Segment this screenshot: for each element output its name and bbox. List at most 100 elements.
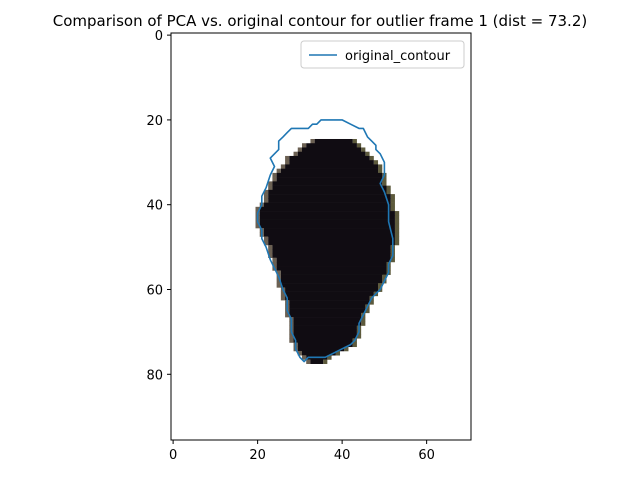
image-row <box>301 350 336 356</box>
image-row <box>280 283 379 288</box>
image-edge-pixel <box>390 198 395 203</box>
image-edge-pixel <box>335 350 341 356</box>
legend-label: original_contour <box>345 49 451 64</box>
image-edge-pixel <box>390 206 395 212</box>
image-row <box>259 219 395 225</box>
image-edge-pixel <box>263 198 269 203</box>
image-edge-pixel <box>289 334 294 339</box>
image-row <box>314 138 353 144</box>
image-edge-pixel <box>382 274 387 280</box>
image-row <box>285 287 379 292</box>
image-edge-pixel <box>276 168 281 174</box>
image-row <box>310 359 324 364</box>
image-edge-pixel <box>289 338 294 343</box>
image-edge-pixel <box>255 223 260 229</box>
image-edge-pixel <box>263 189 269 195</box>
image-edge-pixel <box>323 359 328 364</box>
image-edge-pixel <box>378 283 383 288</box>
series-line-original_contour <box>256 119 394 363</box>
y-tick-label: 80 <box>146 368 163 383</box>
image-edge-pixel <box>255 206 260 212</box>
image-row <box>280 274 383 280</box>
image-edge-pixel <box>280 291 286 297</box>
image-edge-pixel <box>297 350 302 356</box>
image-edge-pixel <box>263 240 269 246</box>
image-row <box>293 325 357 331</box>
image-row <box>280 168 379 174</box>
image-edge-pixel <box>268 185 273 191</box>
image-row <box>289 300 370 305</box>
image-edge-pixel <box>386 189 391 195</box>
image-row <box>289 312 362 318</box>
image-edge-pixel <box>365 151 370 157</box>
contour-series-layer <box>256 119 394 363</box>
image-row <box>285 164 379 169</box>
image-row <box>293 338 353 343</box>
image-row <box>276 261 387 267</box>
image-edge-pixel <box>285 312 290 318</box>
image-row <box>306 143 357 148</box>
image-row <box>289 308 366 314</box>
image-edge-pixel <box>373 160 379 165</box>
image-row <box>276 257 391 263</box>
image-edge-pixel <box>276 283 281 288</box>
image-row <box>259 223 395 229</box>
image-row <box>272 185 387 191</box>
image-edge-pixel <box>280 295 286 301</box>
image-row <box>268 240 395 246</box>
image-edge-pixel <box>386 185 391 191</box>
x-tick-label: 20 <box>249 448 266 463</box>
image-edge-pixel <box>382 177 387 182</box>
image-row <box>263 202 391 208</box>
image-edge-pixel <box>344 346 349 352</box>
image-row <box>293 321 362 326</box>
y-tick-label: 20 <box>146 114 163 129</box>
image-edge-pixel <box>301 143 307 148</box>
image-row <box>297 151 366 157</box>
image-edge-pixel <box>268 249 273 254</box>
image-edge-pixel <box>369 300 374 305</box>
x-axis: 0 20 40 60 <box>169 440 435 463</box>
image-edge-pixel <box>361 321 366 326</box>
image-edge-pixel <box>394 211 400 216</box>
axes-frame <box>170 32 472 441</box>
y-tick-label: 40 <box>146 199 163 214</box>
image-blob <box>255 138 400 364</box>
image-row <box>259 206 391 212</box>
image-row <box>285 291 374 297</box>
image-row <box>301 147 362 153</box>
image-edge-pixel <box>272 261 277 267</box>
image-edge-pixel <box>276 270 281 275</box>
image-row <box>289 160 374 165</box>
image-row <box>280 270 387 275</box>
image-row <box>268 198 391 203</box>
image-row <box>289 155 370 161</box>
image-edge-pixel <box>285 160 290 165</box>
image-row <box>272 244 391 250</box>
image-row <box>268 236 395 242</box>
image-row <box>276 172 383 178</box>
image-row <box>263 232 395 237</box>
image-row <box>268 189 387 195</box>
image-row <box>289 304 366 309</box>
image-edge-pixel <box>394 240 400 246</box>
image-row <box>293 334 357 339</box>
image-edge-pixel <box>263 194 269 199</box>
x-tick-label: 60 <box>418 448 435 463</box>
image-edge-pixel <box>378 168 383 174</box>
image-edge-pixel <box>276 278 281 284</box>
image-row <box>268 194 391 199</box>
image-edge-pixel <box>280 164 286 169</box>
image-row <box>276 266 387 271</box>
image-row <box>276 177 383 182</box>
image-row <box>259 215 395 220</box>
image-edge-pixel <box>365 308 370 314</box>
image-row <box>293 317 362 322</box>
image-edge-pixel <box>369 155 374 161</box>
x-tick-label: 40 <box>334 448 351 463</box>
y-tick-label: 60 <box>146 283 163 298</box>
image-edge-pixel <box>310 138 315 144</box>
image-edge-pixel <box>293 151 298 157</box>
image-row <box>272 181 383 186</box>
y-axis: 0 20 40 60 80 <box>146 29 171 383</box>
